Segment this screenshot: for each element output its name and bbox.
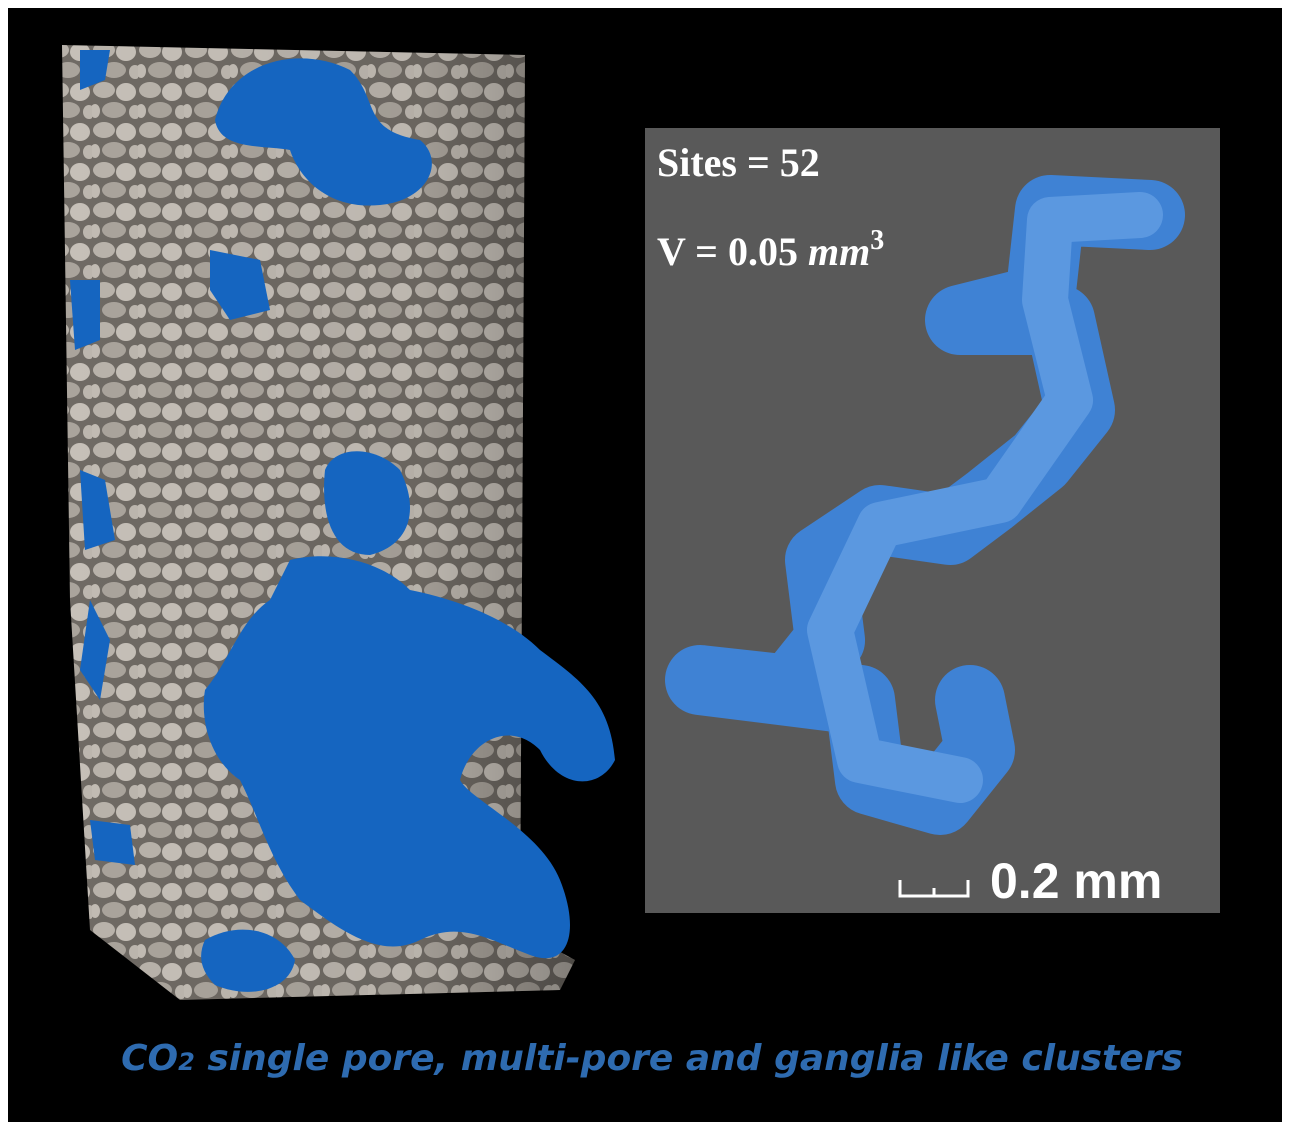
caption-prefix: CO xyxy=(121,1038,178,1079)
figure: Sites = 52 V = 0.05 mm3 0.2 mm CO2 singl… xyxy=(0,0,1290,1131)
volume-prefix: V = 0.05 xyxy=(657,229,808,274)
caption: CO2 single pore, multi-pore and ganglia … xyxy=(121,1038,1183,1079)
scale-label: 0.2 mm xyxy=(990,853,1162,909)
volume-unit: mm xyxy=(808,229,870,274)
page: Sites = 52 V = 0.05 mm3 0.2 mm CO2 singl… xyxy=(0,0,1290,1131)
caption-text: single pore, multi-pore and ganglia like… xyxy=(195,1038,1183,1079)
caption-subscript: 2 xyxy=(178,1048,195,1076)
volume-label: V = 0.05 mm3 xyxy=(657,225,884,274)
volume-exponent: 3 xyxy=(870,225,884,256)
sites-label: Sites = 52 xyxy=(657,140,820,185)
